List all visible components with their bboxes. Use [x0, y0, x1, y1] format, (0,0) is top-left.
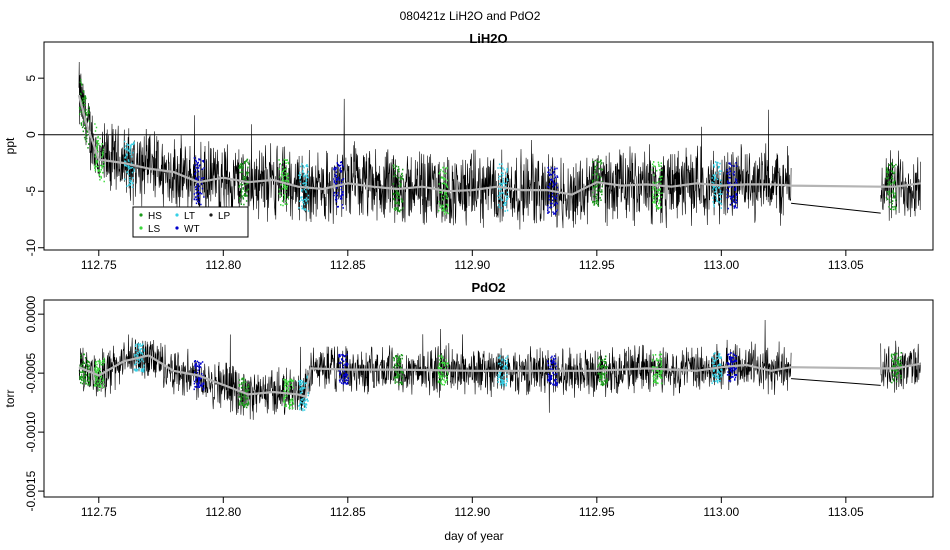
flag-dots — [726, 352, 738, 382]
x-tick-label: 112.80 — [205, 505, 241, 519]
y-tick-label: -5 — [24, 186, 38, 197]
smoothed-series-line — [77, 94, 921, 196]
y-tick-label: -10 — [24, 239, 38, 257]
y-tick-label: 0.0000 — [24, 295, 38, 332]
legend-label: HS — [148, 211, 162, 222]
y-tick-label: -0.0015 — [24, 470, 38, 511]
smoothed-series-line — [78, 354, 921, 399]
pdo2-panel: PdO2 torr 112.75 112.80 112.85 112.90 112.95 11… — [3, 280, 934, 519]
legend-marker — [139, 226, 143, 230]
x-axis-label: day of year — [444, 529, 503, 543]
x-tick-label: 112.75 — [81, 505, 117, 519]
legend-marker — [175, 213, 179, 217]
legend-label: LS — [148, 224, 161, 235]
x-tick-label: 112.95 — [579, 258, 615, 272]
flag-dots — [392, 354, 404, 386]
flag-dots — [497, 163, 509, 212]
flag-dots — [711, 352, 723, 384]
legend-marker — [175, 226, 179, 230]
x-tick-label: 113.05 — [828, 505, 864, 519]
x-tick-label: 112.85 — [330, 258, 366, 272]
flag-dots — [133, 343, 145, 373]
y-tick-label: -0.0005 — [24, 352, 38, 393]
gap-connector-line — [791, 378, 881, 386]
flag-dots — [278, 158, 290, 207]
plot-area — [44, 61, 933, 230]
y-tick-label: 5 — [24, 75, 38, 82]
legend-label: WT — [184, 224, 200, 235]
gap-connector-line — [791, 202, 881, 214]
flag-dots — [597, 355, 608, 387]
x-tick-label: 113.00 — [703, 258, 739, 272]
flag-dots — [437, 354, 449, 386]
flag-dots — [93, 357, 106, 391]
figure-title: 080421z LiH2O and PdO2 — [400, 9, 541, 23]
x-tick-label: 112.80 — [205, 258, 241, 272]
panel-title: LiH2O — [469, 31, 507, 46]
x-tick-label: 112.95 — [579, 505, 615, 519]
y-tick-label: 0 — [24, 131, 38, 138]
legend-label: LT — [184, 211, 195, 222]
panel-title: PdO2 — [472, 280, 506, 295]
lih2o-panel: LiH2O ppt 112.75 112.80 112.85 112.90 112.95 11… — [3, 31, 934, 272]
y-axis-label: ppt — [3, 137, 17, 154]
flag-dots — [123, 140, 135, 188]
flag-dots — [79, 353, 91, 386]
legend-box — [132, 206, 249, 238]
legend-marker — [209, 213, 213, 217]
flag-dots — [651, 161, 663, 210]
x-tick-label: 112.75 — [81, 258, 117, 272]
y-tick-label: -0.0010 — [24, 411, 38, 452]
legend: HS LT LP LS WT — [132, 206, 249, 238]
plot-frame — [43, 41, 934, 251]
raw-series-line — [78, 61, 921, 230]
flag-dots — [547, 355, 559, 387]
legend-label: LP — [218, 211, 231, 222]
x-tick-label: 113.00 — [703, 505, 739, 519]
plot-frame — [43, 299, 934, 498]
y-axis-label: torr — [3, 389, 17, 407]
flag-dots — [238, 158, 250, 206]
plot-area — [78, 319, 921, 420]
flag-dots — [283, 378, 295, 410]
x-tick-label: 113.05 — [828, 258, 864, 272]
legend-marker — [139, 213, 143, 217]
x-tick-label: 112.85 — [330, 505, 366, 519]
flag-dots — [298, 163, 310, 212]
x-tick-label: 112.90 — [454, 258, 490, 272]
x-tick-label: 112.90 — [454, 505, 490, 519]
raw-series-line — [78, 319, 921, 420]
